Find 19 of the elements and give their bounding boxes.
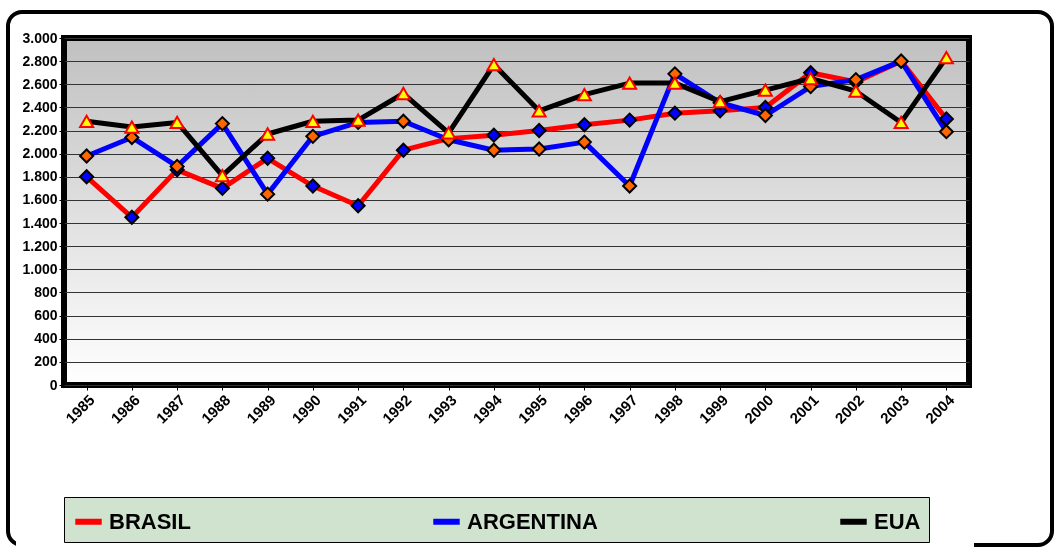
y-tick-label: 2.200 bbox=[22, 122, 58, 139]
y-tick-label: 800 bbox=[34, 283, 58, 300]
y-tick-label: 1.600 bbox=[22, 191, 58, 208]
y-tick-label: 1.800 bbox=[22, 168, 58, 185]
y-tick-label: 400 bbox=[34, 330, 58, 347]
y-tick-label: 200 bbox=[34, 353, 58, 370]
y-tick-label: 2.400 bbox=[22, 98, 58, 115]
y-tick-label: 0 bbox=[49, 376, 58, 393]
y-tick-label: 3.000 bbox=[22, 29, 58, 46]
y-tick-label: 1.200 bbox=[22, 237, 58, 254]
legend-label: ARGENTINA bbox=[467, 508, 598, 534]
y-tick-label: 2.800 bbox=[22, 52, 58, 69]
y-tick-label: 1.400 bbox=[22, 214, 58, 231]
legend-label: BRASIL bbox=[109, 508, 191, 534]
y-tick-label: 2.000 bbox=[22, 145, 58, 162]
y-tick-label: 600 bbox=[34, 307, 58, 324]
y-tick-label: 2.600 bbox=[22, 75, 58, 92]
y-tick-label: 1.000 bbox=[22, 260, 58, 277]
legend-label: EUA bbox=[874, 508, 921, 534]
